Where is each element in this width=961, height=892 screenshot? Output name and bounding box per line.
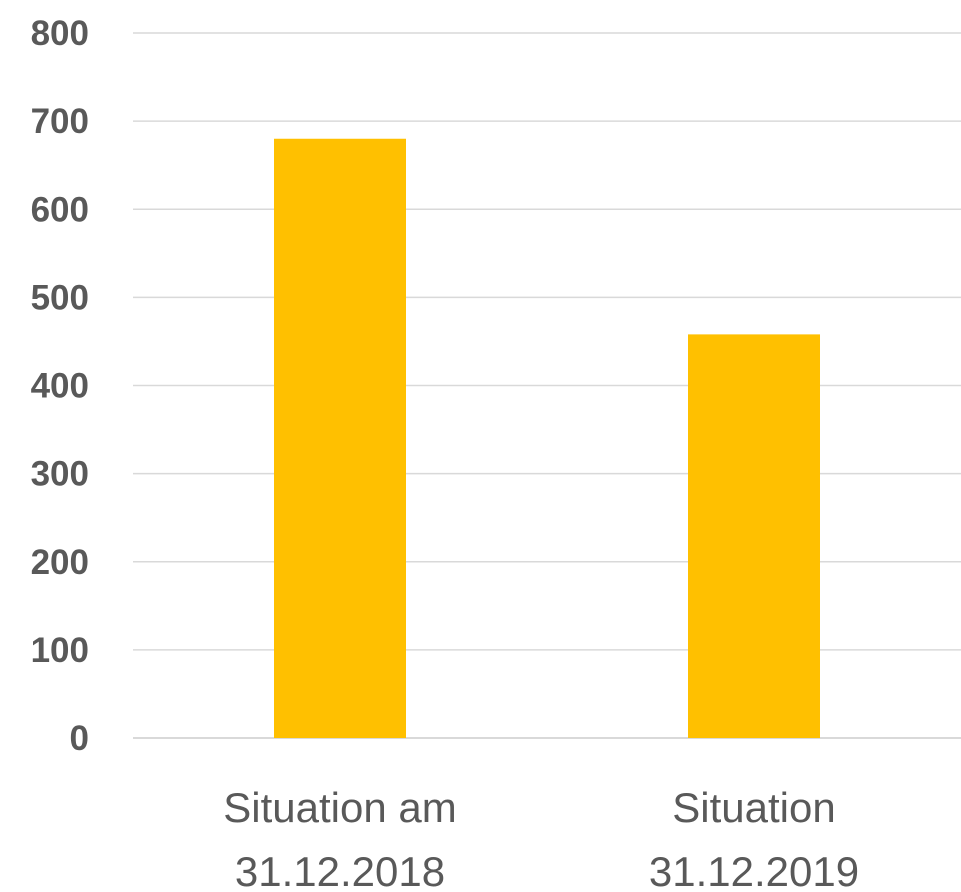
x-axis-tick-labels: Situation am 31.12.2018 Situation 31.12.201… [223,784,859,892]
y-tick-label: 400 [31,367,89,406]
y-tick-label: 300 [31,455,89,494]
y-tick-label: 700 [31,102,89,141]
x-tick-label: Situation am [223,784,456,831]
x-tick-label: Situation [672,784,835,831]
y-tick-label: 500 [31,278,89,317]
bar-1 [274,138,406,738]
y-axis-tick-labels: 0 100 200 300 400 500 600 700 800 [31,14,89,758]
y-tick-label: 200 [31,543,89,582]
x-tick-label: 31.12.2019 [649,848,859,892]
bars [274,138,820,738]
gridlines [133,32,961,739]
y-tick-label: 100 [31,631,89,670]
y-tick-label: 0 [70,719,89,758]
y-tick-label: 800 [31,14,89,53]
y-tick-label: 600 [31,190,89,229]
bar-2 [688,334,820,738]
x-tick-label: 31.12.2018 [235,848,445,892]
